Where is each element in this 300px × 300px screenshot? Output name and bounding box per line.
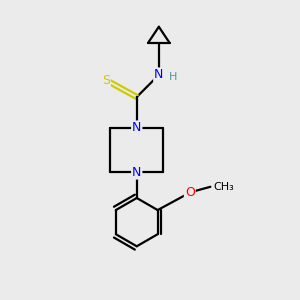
- Text: N: N: [132, 166, 141, 178]
- Text: N: N: [132, 122, 141, 134]
- Text: S: S: [102, 74, 110, 87]
- Text: CH₃: CH₃: [213, 182, 234, 192]
- Text: H: H: [169, 72, 178, 82]
- Text: O: O: [185, 186, 195, 199]
- Text: N: N: [154, 68, 164, 81]
